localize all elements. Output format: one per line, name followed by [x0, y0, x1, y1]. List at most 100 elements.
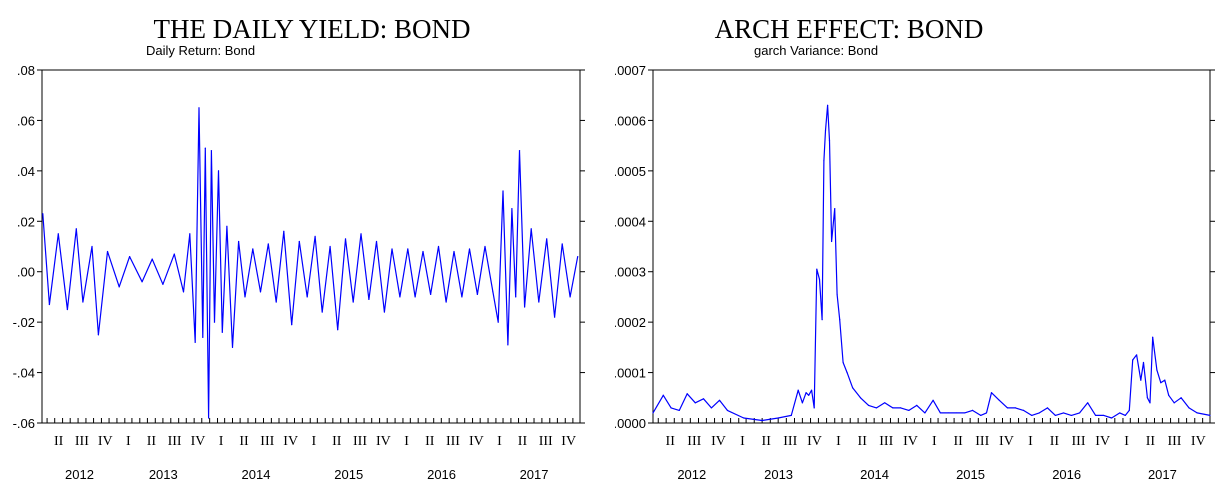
x-quarter-label: I [932, 434, 937, 449]
x-year-label: 2014 [860, 467, 889, 482]
x-quarter-label: II [332, 434, 342, 449]
y-tick-label: .02 [17, 214, 35, 229]
x-quarter-label: III [446, 434, 460, 449]
data-point [298, 240, 300, 243]
data-point [830, 240, 833, 243]
data-point [652, 412, 654, 414]
data-point [283, 230, 285, 232]
data-point [430, 293, 432, 296]
x-quarter-label: II [54, 434, 64, 449]
x-quarter-label: I [1028, 434, 1033, 449]
x-quarter-label: II [518, 434, 528, 449]
data-point [259, 291, 262, 293]
x-quarter-label: IV [807, 434, 822, 449]
data-point [1173, 402, 1175, 404]
x-quarter-label: II [239, 434, 249, 449]
data-point [66, 308, 69, 311]
data-point [502, 190, 504, 192]
x-quarter-label: II [147, 434, 157, 449]
x-quarter-label: III [783, 434, 797, 449]
data-point [189, 233, 191, 235]
data-point [217, 170, 220, 172]
data-point [852, 387, 854, 389]
data-point [437, 245, 440, 248]
x-quarter-label: IV [1191, 434, 1206, 449]
data-point [1046, 407, 1049, 409]
data-point [964, 412, 966, 414]
x-quarter-label: II [666, 434, 676, 449]
data-point [515, 296, 517, 298]
data-point [1196, 412, 1198, 414]
data-point [226, 225, 228, 227]
y-tick-label: .06 [17, 113, 35, 128]
data-point [210, 150, 213, 152]
data-point [743, 417, 745, 419]
data-point [1209, 414, 1211, 417]
data-point [82, 301, 84, 303]
data-point [980, 414, 982, 417]
x-quarter-label: IV [711, 434, 726, 449]
chart-subtitle: Daily Return: Bond [146, 43, 255, 58]
x-quarter-label: III [879, 434, 893, 449]
data-point [129, 255, 131, 258]
x-quarter-label: II [762, 434, 772, 449]
y-tick-label: .0005 [615, 164, 646, 179]
data-point [561, 243, 563, 245]
plot-frame [41, 69, 581, 424]
data-point [892, 407, 894, 409]
data-point [291, 324, 293, 326]
y-tick-label: .0000 [615, 416, 646, 431]
data-point [868, 404, 870, 406]
data-point [75, 228, 77, 230]
x-quarter-label: I [219, 434, 224, 449]
x-year-label: 2013 [764, 467, 793, 482]
data-point [710, 407, 712, 409]
data-point [422, 250, 424, 253]
data-point [1078, 412, 1081, 414]
arch-effect-chart-svg: ARCH EFFECT: BOND garch Variance: Bond .… [615, 14, 1215, 482]
data-point [511, 208, 513, 210]
data-point [1022, 409, 1025, 411]
x-quarter-label: II [858, 434, 868, 449]
x-quarter-label: II [425, 434, 435, 449]
x-quarter-label: III [1167, 434, 1181, 449]
data-point [375, 240, 378, 243]
data-point [908, 409, 910, 411]
data-point [884, 402, 886, 404]
data-point [1160, 382, 1162, 384]
data-point [932, 399, 934, 401]
y-tick-label: -.06 [13, 416, 35, 431]
x-quarter-label: III [75, 434, 89, 449]
data-point [546, 238, 548, 240]
data-point [173, 253, 175, 255]
x-quarter-label: I [836, 434, 841, 449]
data-point [461, 296, 463, 298]
data-point [955, 412, 958, 414]
data-point [761, 419, 763, 422]
data-point [553, 316, 556, 318]
chart-title: ARCH EFFECT: BOND [715, 14, 984, 44]
data-point [1164, 379, 1166, 381]
data-point [569, 296, 571, 298]
data-point [252, 248, 254, 250]
x-quarter-label: IV [469, 434, 484, 449]
data-point [1014, 407, 1016, 409]
data-point [445, 301, 447, 303]
x-quarter-label: II [954, 434, 964, 449]
x-quarter-label: IV [1095, 434, 1110, 449]
data-point [947, 412, 950, 414]
x-year-label: 2016 [427, 467, 456, 482]
data-point [208, 417, 210, 419]
data-point [221, 331, 223, 333]
data-point [790, 414, 792, 417]
data-point [538, 301, 540, 303]
x-quarter-label: III [1072, 434, 1086, 449]
x-quarter-label: I [311, 434, 316, 449]
y-tick-label: .0002 [615, 315, 646, 330]
data-point [518, 150, 521, 152]
data-point [202, 336, 204, 338]
data-point [828, 140, 831, 142]
data-point [998, 399, 1000, 401]
x-quarter-label: IV [561, 434, 576, 449]
data-point [1124, 414, 1126, 417]
